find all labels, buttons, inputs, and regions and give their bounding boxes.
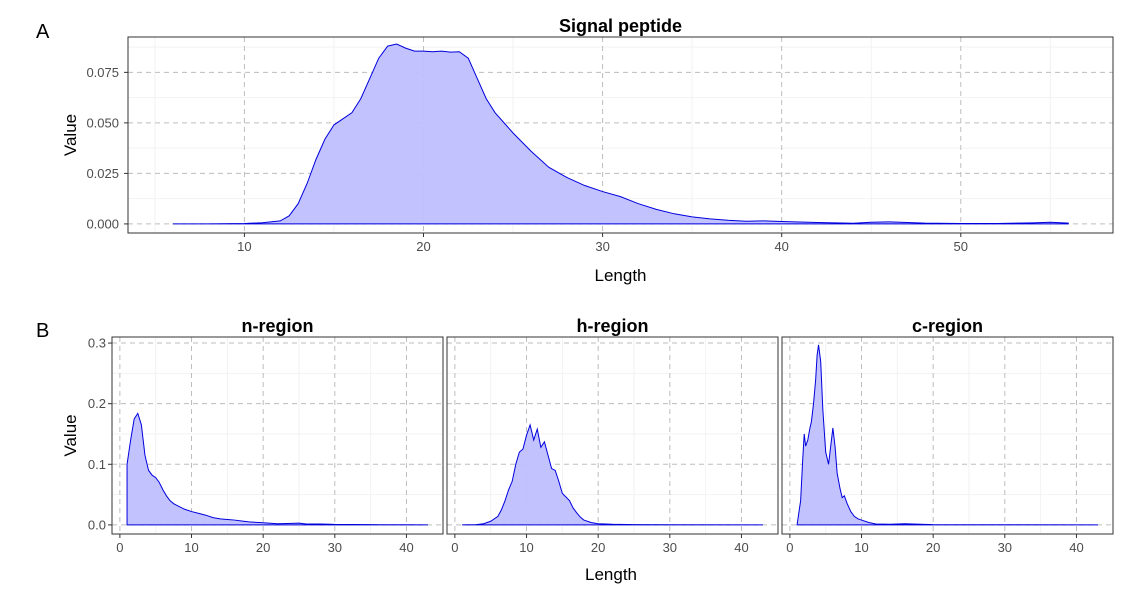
- shared-x-axis-label-b: Length: [585, 565, 637, 584]
- x-tick-label: 0: [451, 540, 458, 555]
- x-tick-label: 40: [1069, 540, 1083, 555]
- y-tick-label: 0.3: [88, 336, 106, 351]
- panel-letter-a: A: [36, 21, 50, 43]
- x-tick-label: 30: [998, 540, 1012, 555]
- x-tick-label: 10: [184, 540, 198, 555]
- x-tick-label: 20: [926, 540, 940, 555]
- x-tick-label: 20: [591, 540, 605, 555]
- x-tick-label: 10: [519, 540, 533, 555]
- c-region-title: c-region: [912, 316, 983, 336]
- x-tick-label: 30: [328, 540, 342, 555]
- x-tick-label: 40: [734, 540, 748, 555]
- signal-peptide-density-area: [172, 43, 1069, 225]
- x-tick-label: 20: [256, 540, 270, 555]
- h-region-panel: h-region 0 10 20 30 40: [446, 316, 779, 555]
- y-tick-label: 0.050: [86, 115, 119, 130]
- signal-peptide-panel-border: [127, 36, 1114, 234]
- signal-peptide-y-axis-label: Value: [61, 114, 80, 156]
- n-region-density-area: [126, 412, 428, 526]
- signal-peptide-panel: Signal peptide 10 20 30 40 50 0.000 0.025 0.050 0…: [61, 16, 1114, 285]
- h-region-density-area: [462, 423, 763, 526]
- x-tick-label: 30: [595, 239, 609, 254]
- y-tick-label: 0.025: [86, 166, 119, 181]
- x-tick-label: 10: [237, 239, 251, 254]
- x-tick-label: 30: [663, 540, 677, 555]
- c-region-panel-border: [781, 336, 1114, 535]
- x-tick-label: 40: [774, 239, 788, 254]
- n-region-y-axis-label: Value: [61, 414, 80, 456]
- panel-letter-b: B: [36, 320, 49, 342]
- n-region-title: n-region: [242, 316, 314, 336]
- c-region-density-area: [796, 344, 1098, 526]
- signal-peptide-title: Signal peptide: [559, 16, 682, 36]
- n-region-panel-border: [111, 336, 444, 535]
- y-tick-label: 0.000: [86, 216, 119, 231]
- h-region-plot-background: [447, 337, 778, 534]
- h-region-title: h-region: [577, 316, 649, 336]
- y-tick-label: 0.0: [88, 517, 106, 532]
- y-tick-label: 0.2: [88, 396, 106, 411]
- x-tick-label: 0: [116, 540, 123, 555]
- y-tick-label: 0.075: [86, 65, 119, 80]
- signal-peptide-x-axis-label: Length: [595, 266, 647, 285]
- x-tick-label: 10: [854, 540, 868, 555]
- n-region-panel: n-region 0 10 20 30 40 0.0 0.1 0.2 0.3 Value: [61, 316, 444, 555]
- x-tick-label: 20: [416, 239, 430, 254]
- x-tick-label: 50: [954, 239, 968, 254]
- c-region-panel: c-region 0 10 20 30 40: [781, 316, 1114, 555]
- x-tick-label: 40: [399, 540, 413, 555]
- y-tick-label: 0.1: [88, 457, 106, 472]
- h-region-panel-border: [446, 336, 779, 535]
- x-tick-label: 0: [786, 540, 793, 555]
